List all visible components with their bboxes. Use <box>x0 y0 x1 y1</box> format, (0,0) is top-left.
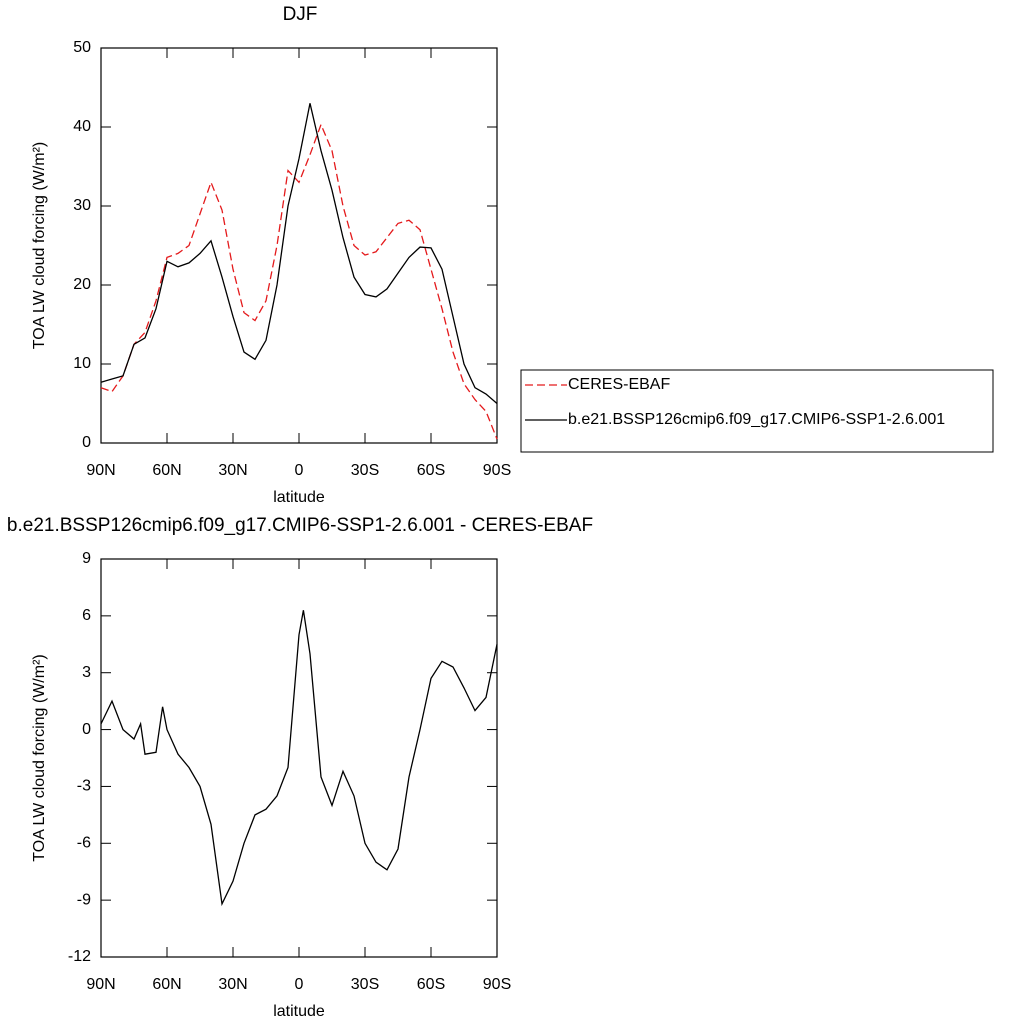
x-tick-label: 60N <box>152 462 181 479</box>
y-tick-label: -3 <box>77 778 91 795</box>
y-tick-label: 10 <box>73 355 91 372</box>
y-tick-label: 50 <box>73 39 91 56</box>
x-tick-label: 30S <box>351 976 379 993</box>
x-axis-label: latitude <box>273 489 325 506</box>
x-tick-label: 90N <box>86 462 115 479</box>
plot-frame <box>100 558 498 958</box>
y-axis-label: TOA LW cloud forcing (W/m²) <box>31 142 48 349</box>
x-tick-label: 30S <box>351 462 379 479</box>
chart-title: b.e21.BSSP126cmip6.f09_g17.CMIP6-SSP1-2.… <box>7 515 593 536</box>
series-line <box>100 103 498 404</box>
x-tick-label: 90N <box>86 976 115 993</box>
series-line <box>100 122 498 440</box>
x-tick-label: 0 <box>295 462 304 479</box>
y-axis-label: TOA LW cloud forcing (W/m²) <box>31 654 48 861</box>
y-tick-label: 20 <box>73 276 91 293</box>
legend-box <box>520 369 994 453</box>
y-tick-label: 3 <box>82 664 91 681</box>
x-tick-label: 90S <box>483 462 511 479</box>
data-line <box>100 610 498 907</box>
y-tick-label: 6 <box>82 607 91 624</box>
legend-label: b.e21.BSSP126cmip6.f09_g17.CMIP6-SSP1-2.… <box>568 411 945 428</box>
x-tick-label: 90S <box>483 976 511 993</box>
x-tick-label: 60S <box>417 976 445 993</box>
y-tick-label: 0 <box>82 721 91 738</box>
y-tick-label: -12 <box>68 948 91 965</box>
y-tick-label: 0 <box>82 434 91 451</box>
x-axis-label: latitude <box>273 1003 325 1020</box>
y-tick-label: 9 <box>82 550 91 567</box>
x-tick-label: 0 <box>295 976 304 993</box>
x-tick-label: 30N <box>218 462 247 479</box>
x-tick-label: 60S <box>417 462 445 479</box>
plot-frame <box>100 47 498 444</box>
y-tick-label: -6 <box>77 835 91 852</box>
x-tick-label: 60N <box>152 976 181 993</box>
y-tick-label: -9 <box>77 891 91 908</box>
x-tick-label: 30N <box>218 976 247 993</box>
y-tick-label: 40 <box>73 118 91 135</box>
y-tick-label: 30 <box>73 197 91 214</box>
chart-title: DJF <box>283 4 318 25</box>
legend-label: CERES-EBAF <box>568 376 670 393</box>
